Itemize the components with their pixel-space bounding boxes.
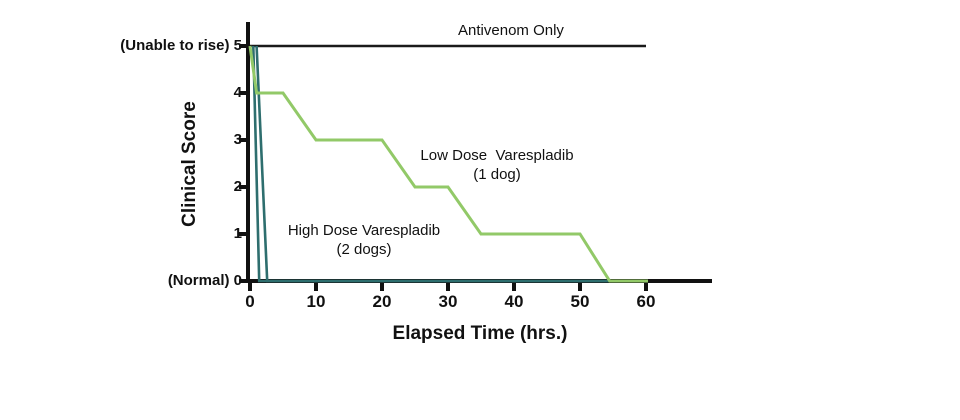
x-tick-label-50: 50 [570, 292, 590, 311]
series-low-dose-varespladib [248, 45, 648, 283]
y-tick-label-4: 4 [233, 84, 242, 101]
x-tick-label-10: 10 [306, 292, 326, 311]
y-tick-label-2: 2 [233, 178, 242, 195]
series-high-dose-varespladib-dog-2 [255, 45, 646, 283]
annotation-antivenom-only-text: Antivenom Only [458, 22, 564, 39]
annotation-high-dose-varespladib: High Dose Varespladib (2 dogs) [264, 221, 464, 259]
annotation-low-dose-line1: Low Dose Varespladib [420, 147, 574, 164]
x-tick-label-60: 60 [636, 292, 656, 311]
annotation-high-dose-line1: High Dose Varespladib [287, 222, 441, 239]
annotation-low-dose-varespladib: Low Dose Varespladib (1 dog) [382, 146, 612, 184]
annotation-antivenom-only: Antivenom Only [411, 21, 611, 40]
x-tick-label-40: 40 [504, 292, 524, 311]
y-tick-label-5: (Unable to rise) 5 [120, 37, 242, 54]
x-tick-label-20: 20 [372, 292, 392, 311]
y-axis-title: Clinical Score [179, 101, 200, 227]
annotation-high-dose-line2: (2 dogs) [336, 241, 392, 258]
x-tick-label-30: 30 [438, 292, 458, 311]
y-tick-label-0: (Normal) 0 [167, 272, 242, 289]
annotation-low-dose-line2: (1 dog) [473, 166, 521, 183]
y-tick-label-3: 3 [233, 131, 242, 148]
x-tick-label-0: 0 [245, 292, 255, 311]
x-axis-title: Elapsed Time (hrs.) [392, 323, 568, 344]
y-tick-label-1: 1 [233, 225, 242, 242]
